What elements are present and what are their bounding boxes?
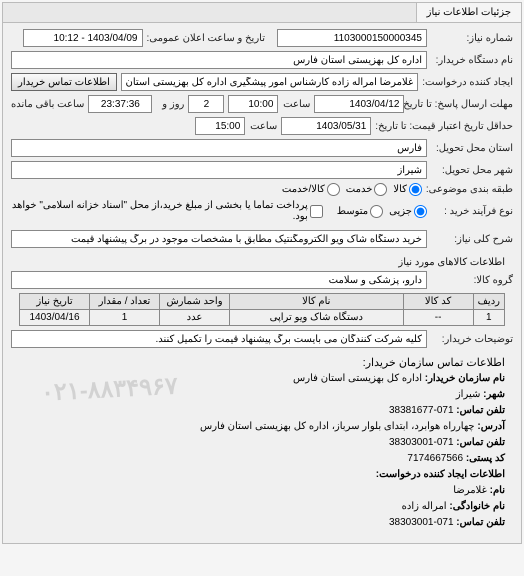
cb-phone: 071-38381677	[389, 405, 454, 416]
cb-org-label: نام سازمان خریدار:	[425, 373, 505, 384]
radio-mid[interactable]: متوسط	[337, 205, 383, 218]
th-code: کد کالا	[403, 294, 473, 310]
need-desc-field	[11, 230, 427, 248]
th-name: نام کالا	[230, 294, 404, 310]
contact-section-title: اطلاعات تماس سازمان خریدار:	[11, 352, 513, 371]
cb-phone-label: تلفن تماس:	[456, 405, 505, 416]
cb-req-phone: 071-38303001	[389, 517, 454, 528]
table-row: 1 -- دستگاه شاک ویو تراپی عدد 1 1403/04/…	[20, 310, 505, 326]
radio-mid-input[interactable]	[370, 205, 383, 218]
reply-until-label: مهلت ارسال پاسخ: تا تاریخ:	[408, 99, 513, 110]
buy-type-radios: جزیی متوسط	[337, 205, 427, 218]
goods-table: ردیف کد کالا نام کالا واحد شمارش تعداد /…	[19, 293, 505, 326]
cb-addr: چهارراه هوابرد، ابتدای بلوار سرباز، ادار…	[200, 421, 475, 432]
remain-hms-field	[88, 95, 152, 113]
cb-family: امراله زاده	[402, 501, 447, 512]
radio-both-input[interactable]	[327, 183, 340, 196]
time-label-1: ساعت	[282, 99, 310, 110]
radio-service[interactable]: خدمت	[346, 183, 388, 196]
cb-family-label: نام خانوادگی:	[449, 501, 505, 512]
cb-postcode-label: کد پستی:	[466, 453, 505, 464]
cb-name: غلامرضا	[453, 485, 487, 496]
cell-qty: 1	[90, 310, 160, 326]
radio-goods-input[interactable]	[409, 183, 422, 196]
classification-radios: کالا خدمت کالا/خدمت	[282, 183, 422, 196]
cell-idx: 1	[473, 310, 504, 326]
goods-group-label: گروه کالا:	[431, 275, 513, 286]
province-label: استان محل تحویل:	[431, 143, 513, 154]
buyer-notes-field	[11, 330, 427, 348]
cb-addr-label: آدرس:	[477, 421, 505, 432]
cell-code: --	[403, 310, 473, 326]
radio-minor-label: جزیی	[389, 206, 412, 217]
cell-date: 1403/04/16	[20, 310, 90, 326]
reply-date-field	[314, 95, 404, 113]
buyer-contact-button[interactable]: اطلاعات تماس خریدار	[11, 73, 117, 91]
city-field	[11, 161, 427, 179]
cb-name-label: نام:	[490, 485, 505, 496]
announce-label: تاریخ و ساعت اعلان عمومی:	[147, 33, 266, 44]
radio-minor[interactable]: جزیی	[389, 205, 427, 218]
time-label-2: ساعت	[249, 121, 277, 132]
th-qty: تعداد / مقدار	[90, 294, 160, 310]
th-unit: واحد شمارش	[160, 294, 230, 310]
cb-postcode: 7174667566	[407, 453, 463, 464]
announce-field	[23, 29, 143, 47]
valid-date-field	[281, 117, 371, 135]
requester-label: ایجاد کننده درخواست:	[422, 77, 513, 88]
day-label: روز و	[156, 99, 184, 110]
radio-both[interactable]: کالا/خدمت	[282, 183, 340, 196]
tab-details[interactable]: جزئیات اطلاعات نیاز	[416, 3, 521, 22]
radio-goods[interactable]: کالا	[393, 183, 422, 196]
goods-group-field	[11, 271, 427, 289]
th-idx: ردیف	[473, 294, 504, 310]
need-desc-label: شرح کلی نیاز:	[431, 234, 513, 245]
radio-mid-label: متوسط	[337, 206, 368, 217]
radio-minor-input[interactable]	[414, 205, 427, 218]
radio-service-input[interactable]	[374, 183, 387, 196]
cb-req-phone-label: تلفن تماس:	[456, 517, 505, 528]
remain-suffix: ساعت باقی مانده	[11, 99, 84, 110]
radio-goods-label: کالا	[393, 184, 407, 195]
buyer-org-field	[11, 51, 427, 69]
city-label: شهر محل تحویل:	[431, 165, 513, 176]
province-field	[11, 139, 427, 157]
radio-service-label: خدمت	[346, 184, 373, 195]
treasury-check-label: پرداخت تماما یا بخشی از مبلغ خرید،از محل…	[11, 200, 308, 222]
contact-block: ۰۲۱-۸۸۳۴۹۶۷ نام سازمان خریدار: اداره کل …	[11, 371, 513, 537]
remain-days-field	[188, 95, 224, 113]
buy-type-label: نوع فرآیند خرید :	[431, 206, 513, 217]
reply-time-field	[228, 95, 278, 113]
goods-section-title: اطلاعات کالاهای مورد نیاز	[11, 254, 513, 271]
treasury-check[interactable]: پرداخت تماما یا بخشی از مبلغ خرید،از محل…	[11, 200, 323, 222]
tab-bar: جزئیات اطلاعات نیاز	[3, 3, 521, 23]
cb-postal-phone: 071-38303001	[389, 437, 454, 448]
cb-org: اداره کل بهزیستی استان فارس	[293, 373, 422, 384]
cb-postal-label: تلفن تماس:	[456, 437, 505, 448]
classification-label: طبقه بندی موضوعی:	[426, 184, 513, 195]
need-no-field	[277, 29, 427, 47]
cell-name: دستگاه شاک ویو تراپی	[230, 310, 404, 326]
radio-both-label: کالا/خدمت	[282, 184, 325, 195]
valid-time-field	[195, 117, 245, 135]
cb-req-title: اطلاعات ایجاد کننده درخواست:	[376, 469, 505, 480]
cb-city-label: شهر:	[483, 389, 505, 400]
cb-city: شیراز	[456, 389, 481, 400]
th-date: تاریخ نیاز	[20, 294, 90, 310]
buyer-notes-label: توضیحات خریدار:	[431, 334, 513, 345]
requester-field	[121, 73, 418, 91]
cell-unit: عدد	[160, 310, 230, 326]
valid-until-label: حداقل تاریخ اعتبار قیمت: تا تاریخ:	[375, 121, 513, 132]
treasury-check-input[interactable]	[310, 205, 323, 218]
need-no-label: شماره نیاز:	[431, 33, 513, 44]
buyer-org-label: نام دستگاه خریدار:	[431, 55, 513, 66]
table-header-row: ردیف کد کالا نام کالا واحد شمارش تعداد /…	[20, 294, 505, 310]
